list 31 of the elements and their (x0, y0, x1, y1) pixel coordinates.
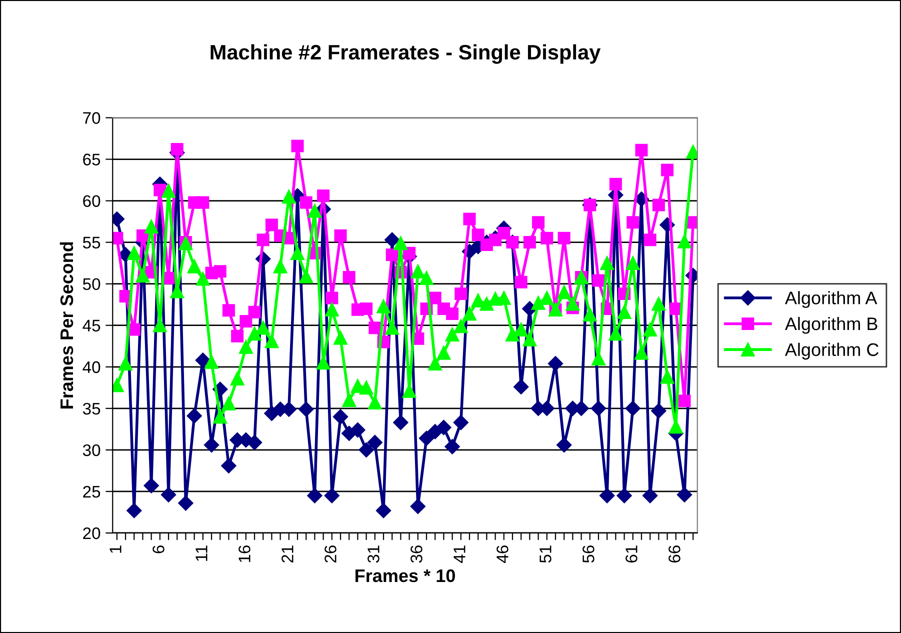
x-tick-label: 6 (152, 546, 164, 554)
x-tick-label: 46 (496, 546, 508, 563)
x-axis-title: Frames * 10 (356, 569, 455, 582)
y-tick-label: 70 (83, 112, 100, 124)
x-tick-label: 51 (540, 546, 552, 563)
y-tick-label: 55 (82, 236, 100, 249)
y-tick-label: 35 (82, 402, 100, 415)
y-tick-label: 40 (82, 361, 100, 374)
y-tick-label: 65 (83, 154, 100, 166)
x-tick-label: 61 (626, 546, 638, 562)
y-axis-title: Frames Per Second (60, 242, 74, 408)
legend-label: Algorithm C (784, 342, 879, 360)
x-tick-label: 41 (454, 546, 466, 563)
y-tick-label: 50 (82, 278, 100, 290)
x-tick-label: 31 (368, 546, 380, 563)
y-tick-label: 25 (83, 486, 100, 498)
y-tick-label: 60 (83, 195, 100, 207)
legend-label: Algorithm B (784, 316, 878, 334)
chart-title: Machine #2 Framerates - Single Display (210, 44, 601, 64)
x-tick-label: 66 (668, 546, 680, 562)
x-tick-label: 36 (410, 546, 422, 563)
x-tick-label: 56 (582, 546, 594, 563)
y-tick-label: 20 (83, 527, 100, 540)
legend-label: Algorithm A (784, 291, 878, 308)
y-tick-label: 30 (82, 444, 100, 456)
x-tick-label: 16 (238, 546, 250, 562)
x-tick-label: 11 (196, 546, 208, 561)
y-tick-label: 45 (82, 320, 100, 332)
x-tick-label: 1 (110, 546, 122, 553)
x-tick-label: 26 (324, 546, 336, 562)
x-tick-label: 21 (282, 546, 294, 562)
